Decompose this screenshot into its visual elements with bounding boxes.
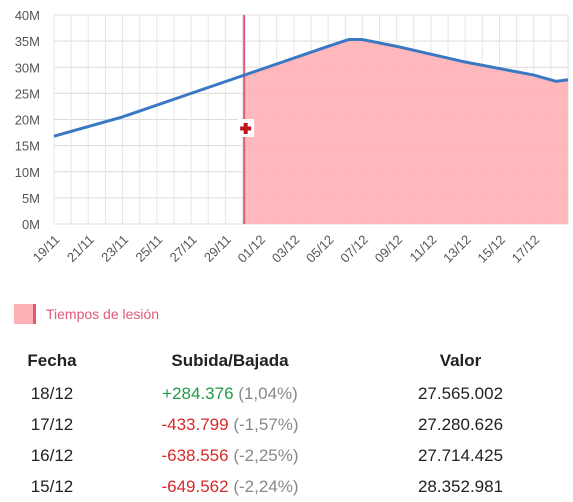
x-tick-label: 05/12	[303, 232, 337, 266]
y-tick-label: 35M	[15, 34, 40, 49]
x-tick-label: 19/11	[30, 232, 63, 265]
value-history-table: Fecha Subida/Bajada Valor 18/12 +284.376 …	[10, 344, 555, 502]
x-axis-ticks: 19/11 21/11 23/11 25/11 27/11 29/11 01/12 03/12…	[30, 232, 543, 266]
y-tick-label: 5M	[22, 191, 40, 206]
cell-date: 17/12	[30, 414, 74, 434]
injury-legend-label: Tiempos de lesión	[46, 306, 160, 322]
table-header-row: Fecha Subida/Bajada Valor	[10, 344, 555, 378]
injury-period	[243, 15, 568, 225]
y-axis-ticks: 0M 5M 10M 15M 20M 25M 30M 35M 40M	[15, 8, 40, 232]
y-tick-label: 15M	[15, 139, 40, 154]
y-tick-label: 10M	[15, 165, 40, 180]
x-tick-label: 11/12	[407, 232, 440, 265]
header-date: Fecha	[27, 351, 77, 370]
x-tick-label: 23/11	[98, 232, 131, 265]
change-percent: (-2,24%)	[228, 476, 299, 496]
change-amount: -638.556	[161, 445, 229, 465]
cross-icon	[243, 123, 248, 134]
injury-area	[244, 39, 568, 225]
x-tick-label: 07/12	[337, 232, 371, 266]
x-tick-label: 09/12	[372, 232, 406, 266]
table-body: 18/12 +284.376 (1,04%) 27.565.002 17/12 -433…	[10, 378, 555, 502]
injury-legend-swatch	[14, 304, 36, 324]
change-amount: -433.799	[161, 414, 229, 434]
change-percent: (-2,25%)	[228, 445, 299, 465]
cell-date: 16/12	[30, 445, 74, 465]
cell-date: 18/12	[30, 383, 74, 403]
table-row: 18/12 +284.376 (1,04%) 27.565.002	[10, 378, 555, 409]
x-tick-label: 21/11	[64, 232, 97, 265]
y-tick-label: 0M	[22, 217, 40, 232]
x-tick-label: 15/12	[474, 232, 508, 266]
change-percent: (-1,57%)	[228, 414, 299, 434]
market-value-chart: 0M 5M 10M 15M 20M 25M 30M 35M 40M 19/11 21/11 23/1…	[15, 8, 569, 266]
injury-marker	[237, 119, 255, 137]
table-row: 17/12 -433.799 (-1,57%) 27.280.626	[10, 409, 555, 440]
cell-change: -433.799 (-1,57%)	[94, 409, 366, 440]
cell-value: 27.565.002	[417, 383, 504, 403]
chart-legend[interactable]: Tiempos de lesión	[14, 303, 159, 325]
x-tick-label: 25/11	[132, 232, 165, 265]
x-tick-label: 29/11	[201, 232, 234, 265]
change-amount: +284.376	[162, 383, 234, 403]
cell-value: 27.714.425	[417, 445, 504, 465]
x-tick-label: 27/11	[167, 232, 200, 265]
y-tick-label: 20M	[15, 113, 40, 128]
y-tick-label: 40M	[15, 8, 40, 23]
x-tick-label: 17/12	[509, 232, 543, 266]
header-change: Subida/Bajada	[171, 351, 289, 370]
cell-value: 27.280.626	[417, 414, 504, 434]
cell-change: -638.556 (-2,25%)	[94, 440, 366, 471]
change-percent: (1,04%)	[233, 383, 298, 403]
change-amount: -649.562	[161, 476, 229, 496]
x-tick-label: 03/12	[269, 232, 303, 266]
cell-change: +284.376 (1,04%)	[94, 378, 366, 409]
y-tick-label: 25M	[15, 86, 40, 101]
header-value: Valor	[439, 351, 482, 370]
series-line	[53, 38, 569, 138]
table-row: 16/12 -638.556 (-2,25%) 27.714.425	[10, 440, 555, 471]
y-tick-label: 30M	[15, 60, 40, 75]
series-lines	[53, 38, 569, 138]
x-tick-label: 13/12	[440, 232, 474, 266]
x-tick-label: 01/12	[235, 232, 269, 266]
